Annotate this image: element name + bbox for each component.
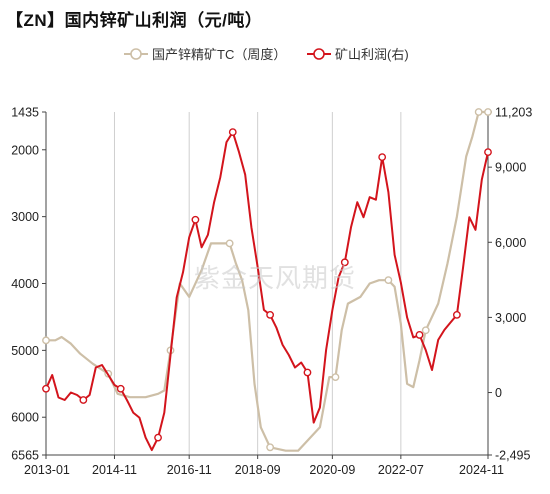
series-0-point-18 <box>225 239 234 248</box>
x-tick-label-1: 2014-11 <box>92 463 137 477</box>
series-1-point-71 <box>484 148 492 157</box>
series-0-point-48 <box>474 108 483 116</box>
tick-labels: 2013-01 2014-11 2016-11 2018-09 2020-09 2022-… <box>11 106 532 478</box>
y-left-tick-label-4: 5000 <box>11 344 39 358</box>
series-0-point-24 <box>266 443 275 452</box>
series-line-0 <box>46 110 488 452</box>
series-1-point-30 <box>228 128 237 137</box>
legend-label-profit: 矿山利润(右) <box>335 47 409 62</box>
legend-item-tc: 国产锌精矿TC（周度） <box>124 44 286 63</box>
y-right-tick-label-3: 6,000 <box>495 236 526 250</box>
legend-marker-tc-icon <box>124 47 148 60</box>
series-line-1 <box>45 131 489 452</box>
series-1-point-36 <box>266 311 275 319</box>
grid <box>45 112 489 455</box>
series-1-point-6 <box>79 396 88 404</box>
legend-item-profit: 矿山利润(右) <box>307 44 409 63</box>
series-1-point-18 <box>154 433 162 442</box>
axes <box>42 111 492 459</box>
series-0-point-0 <box>42 336 50 345</box>
x-tick-label-5: 2022-07 <box>378 463 424 477</box>
y-left-tick-label-1: 2000 <box>11 143 39 157</box>
series-0-point-42 <box>421 326 430 335</box>
y-left-tick-label-6: 6565 <box>11 449 39 463</box>
series-1-point-66 <box>452 311 461 319</box>
series-0-point-49 <box>484 108 492 116</box>
series-layer <box>42 108 492 452</box>
y-left-tick-label-5: 6000 <box>11 411 39 425</box>
y-left-tick-label-3: 4000 <box>11 277 39 291</box>
series-1-point-48 <box>340 258 349 267</box>
x-tick-label-2: 2016-11 <box>167 463 212 477</box>
y-right-tick-label-4: 9,000 <box>495 161 526 175</box>
x-tick-label-4: 2020-09 <box>309 463 355 477</box>
y-right-tick-label-1: 0 <box>495 386 502 400</box>
series-1-point-0 <box>42 384 50 393</box>
y-right-tick-label-5: 11,203 <box>495 106 532 120</box>
x-tick-label-6: 2024-11 <box>459 463 504 477</box>
series-0-point-30 <box>331 373 340 382</box>
chart-title: 【ZN】国内锌矿山利润（元/吨） <box>6 11 263 30</box>
legend-label-tc: 国产锌精矿TC（周度） <box>152 47 287 62</box>
series-1-point-24 <box>191 215 200 224</box>
x-tick-label-0: 2013-01 <box>24 463 70 477</box>
y-left-tick-label-2: 3000 <box>11 210 39 224</box>
legend-marker-profit-icon <box>307 47 331 60</box>
y-left-tick-label-0: 1435 <box>11 106 39 120</box>
series-1-point-42 <box>303 368 312 377</box>
y-right-tick-label-2: 3,000 <box>495 311 526 325</box>
y-right-tick-label-0: -2,495 <box>495 449 530 463</box>
x-tick-label-3: 2018-09 <box>235 463 281 477</box>
series-1-point-60 <box>415 331 424 339</box>
series-1-point-12 <box>116 384 125 393</box>
series-0-point-36 <box>384 276 393 285</box>
series-1-point-54 <box>378 153 387 162</box>
